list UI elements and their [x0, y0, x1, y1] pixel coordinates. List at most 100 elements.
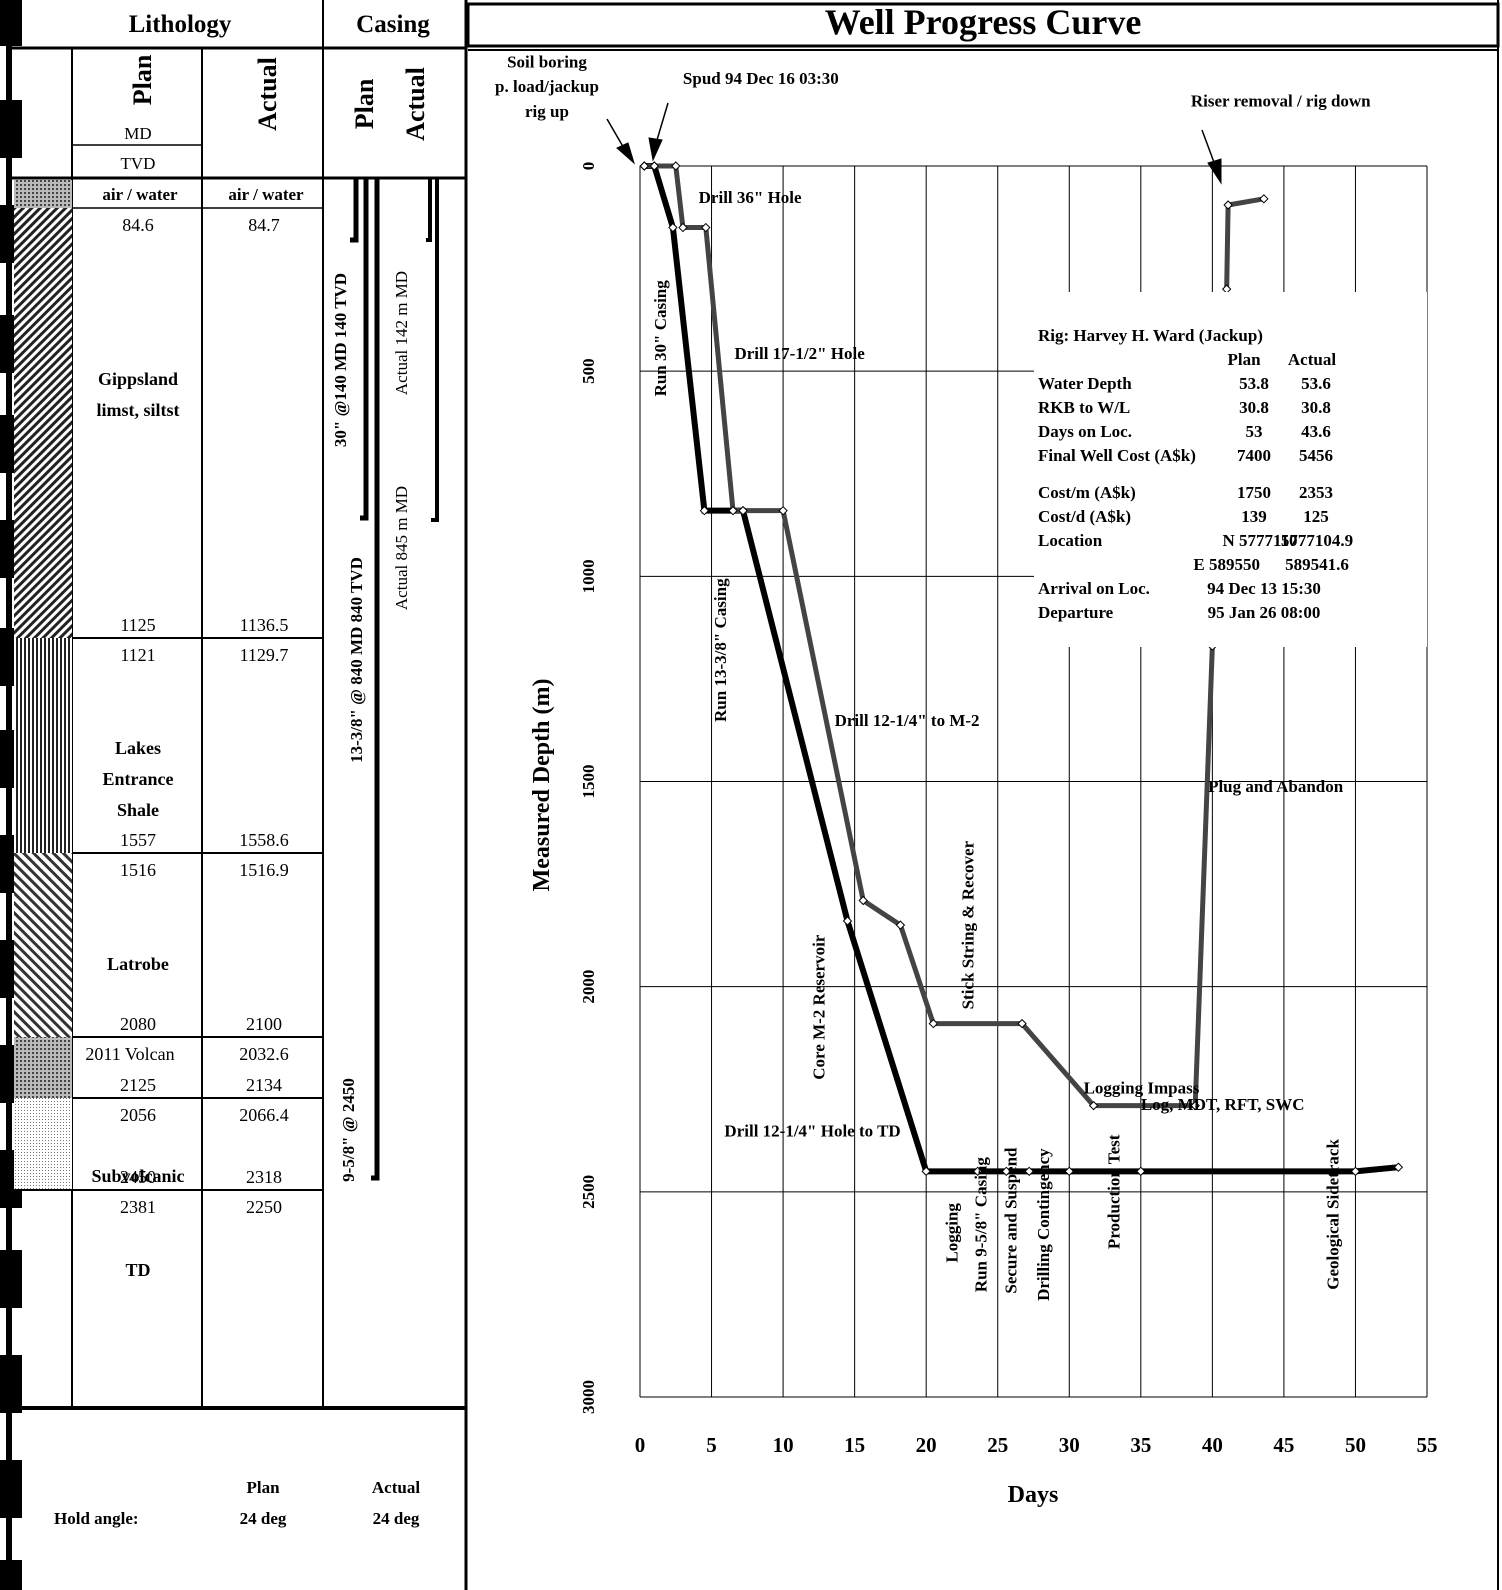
hatch-gippsland: [14, 208, 72, 638]
unit-plan-top: 2381: [120, 1197, 156, 1217]
chart-annotation: Secure and Suspend: [1001, 1147, 1020, 1294]
tvd-label: TVD: [121, 154, 156, 173]
binder-tab: [0, 1250, 22, 1308]
chart-annotations: Soil boring p. load/jackup rig up Spud 94 D…: [495, 53, 1371, 1301]
chart-annotation: Drilling Contingency: [1034, 1148, 1053, 1301]
casing-30-actual: [426, 178, 432, 242]
info-row-label: Cost/m (A$k): [1038, 483, 1136, 502]
series-point: [671, 161, 681, 171]
casing-plan-header: Plan: [350, 78, 379, 129]
series-point: [678, 222, 688, 233]
unit-name: Latrobe: [107, 954, 169, 974]
casing-plan-label-958: 9-5/8" @ 2450: [339, 1078, 358, 1182]
series-point: [1221, 284, 1232, 294]
unit-actual-base: 2134: [246, 1075, 282, 1095]
x-axis-label: Days: [1008, 1482, 1059, 1508]
chart-annotation: Drill 36" Hole: [699, 188, 802, 207]
unit-name: Shale: [117, 800, 159, 820]
x-tick-label: 25: [987, 1433, 1008, 1457]
info-row-plan: 53: [1246, 422, 1263, 441]
x-tick-label: 40: [1202, 1433, 1223, 1457]
chart-annotation: Soil boring: [507, 53, 587, 72]
series-point: [972, 1166, 983, 1177]
info-row-label: Days on Loc.: [1038, 422, 1132, 441]
y-tick-label: 1000: [579, 559, 598, 593]
hatch-subvolcanic: [14, 1098, 72, 1190]
lithology-units: 84.6 84.7 1125 1136.5 Gippsland limst, siltst…: [12, 215, 323, 1280]
unit-actual-top: 1516.9: [239, 860, 289, 880]
unit-name: Subvolcanic: [91, 1166, 184, 1186]
unit-actual-base: 1558.6: [239, 830, 289, 850]
casing-1338-plan: [360, 178, 369, 521]
info-row-plan: E 589550: [1193, 555, 1260, 574]
unit-name: limst, siltst: [97, 400, 180, 420]
series-point: [895, 920, 906, 930]
unit-actual-top: 1129.7: [240, 645, 289, 665]
well-info-box: Rig: Harvey H. Ward (Jackup) Plan Actual Wa…: [1034, 292, 1427, 647]
air-water-actual: air / water: [228, 185, 304, 204]
binder-tab: [0, 1355, 22, 1413]
chart-annotation: Logging Impass: [1084, 1078, 1200, 1097]
unit-actual-base: 2100: [246, 1014, 282, 1034]
hatch-latrobe: [14, 853, 72, 1037]
hold-plan-label: Plan: [246, 1478, 280, 1497]
info-row-plan: N 5777110: [1222, 531, 1297, 550]
series-point: [1017, 1018, 1027, 1029]
series-point: [738, 505, 748, 516]
info-row-label: Water Depth: [1038, 374, 1132, 393]
series-point: [778, 505, 788, 516]
info-row-actual: 2353: [1299, 483, 1333, 502]
casing-actual-label-1338: Actual 845 m MD: [392, 486, 411, 610]
series-point: [701, 222, 711, 233]
info-row-actual: 589541.6: [1285, 555, 1349, 574]
arrow-riser-removal: [1207, 158, 1222, 185]
series-point: [649, 161, 660, 171]
chart-annotation: Drill 12-1/4" Hole to TD: [724, 1121, 900, 1140]
hatch-air-water: [14, 180, 72, 208]
y-tick-label: 1500: [579, 765, 598, 799]
lithology-hatch-strip: [14, 180, 72, 1190]
series-point: [1064, 1166, 1074, 1177]
chart-series: [639, 161, 1404, 1177]
casing-plan-label-1338: 13-3/8" @ 840 MD 840 TVD: [347, 557, 366, 763]
info-row-actual: 5456: [1299, 446, 1333, 465]
unit-name: Gippsland: [98, 369, 178, 389]
casing-labels: 30" @140 MD 140 TVD 13-3/8" @ 840 MD 840…: [331, 271, 411, 1182]
unit-plan-base: 2080: [120, 1014, 156, 1034]
md-label: MD: [124, 124, 151, 143]
chart-annotation: Drill 17-1/2" Hole: [734, 344, 865, 363]
unit-actual-top: 2250: [246, 1197, 282, 1217]
x-tick-label: 35: [1130, 1433, 1151, 1457]
series-point: [728, 505, 738, 516]
chart-annotation: Run 30" Casing: [651, 280, 670, 397]
casing-plan-label-30: 30" @140 MD 140 TVD: [331, 273, 350, 447]
series-point: [1001, 1166, 1012, 1177]
info-row-plan: 1750: [1237, 483, 1271, 502]
info-row-plan: 94 Dec 13 15:30: [1207, 579, 1321, 598]
x-tick-label: 10: [773, 1433, 794, 1457]
unit-plan-base: 2125: [120, 1075, 156, 1095]
lithology-plan-header: Plan: [128, 54, 157, 105]
chart-annotation: Run 9-5/8" Casing: [971, 1157, 990, 1293]
series-point: [668, 222, 678, 233]
x-tick-label: 30: [1059, 1433, 1080, 1457]
series-point: [1393, 1162, 1404, 1172]
info-row-plan: 53.8: [1239, 374, 1269, 393]
info-rig: Rig: Harvey H. Ward (Jackup): [1038, 326, 1263, 345]
lithology-title: Lithology: [129, 11, 232, 38]
y-axis-label: Measured Depth (m): [529, 679, 555, 892]
info-header-plan: Plan: [1227, 350, 1261, 369]
chart-annotation: Logging: [943, 1203, 962, 1263]
series-line-plan: [644, 163, 1399, 1175]
chart-title: Well Progress Curve: [825, 2, 1142, 42]
casing-958-plan: [371, 178, 380, 1181]
series-point: [639, 161, 650, 171]
series-point: [842, 916, 853, 926]
x-tick-label: 50: [1345, 1433, 1366, 1457]
info-row-plan: 30.8: [1239, 398, 1269, 417]
hold-actual-label: Actual: [372, 1478, 420, 1497]
x-tick-label: 45: [1273, 1433, 1294, 1457]
x-tick-label: 20: [916, 1433, 937, 1457]
info-row-actual: 43.6: [1301, 422, 1331, 441]
y-tick-label: 0: [579, 162, 598, 171]
